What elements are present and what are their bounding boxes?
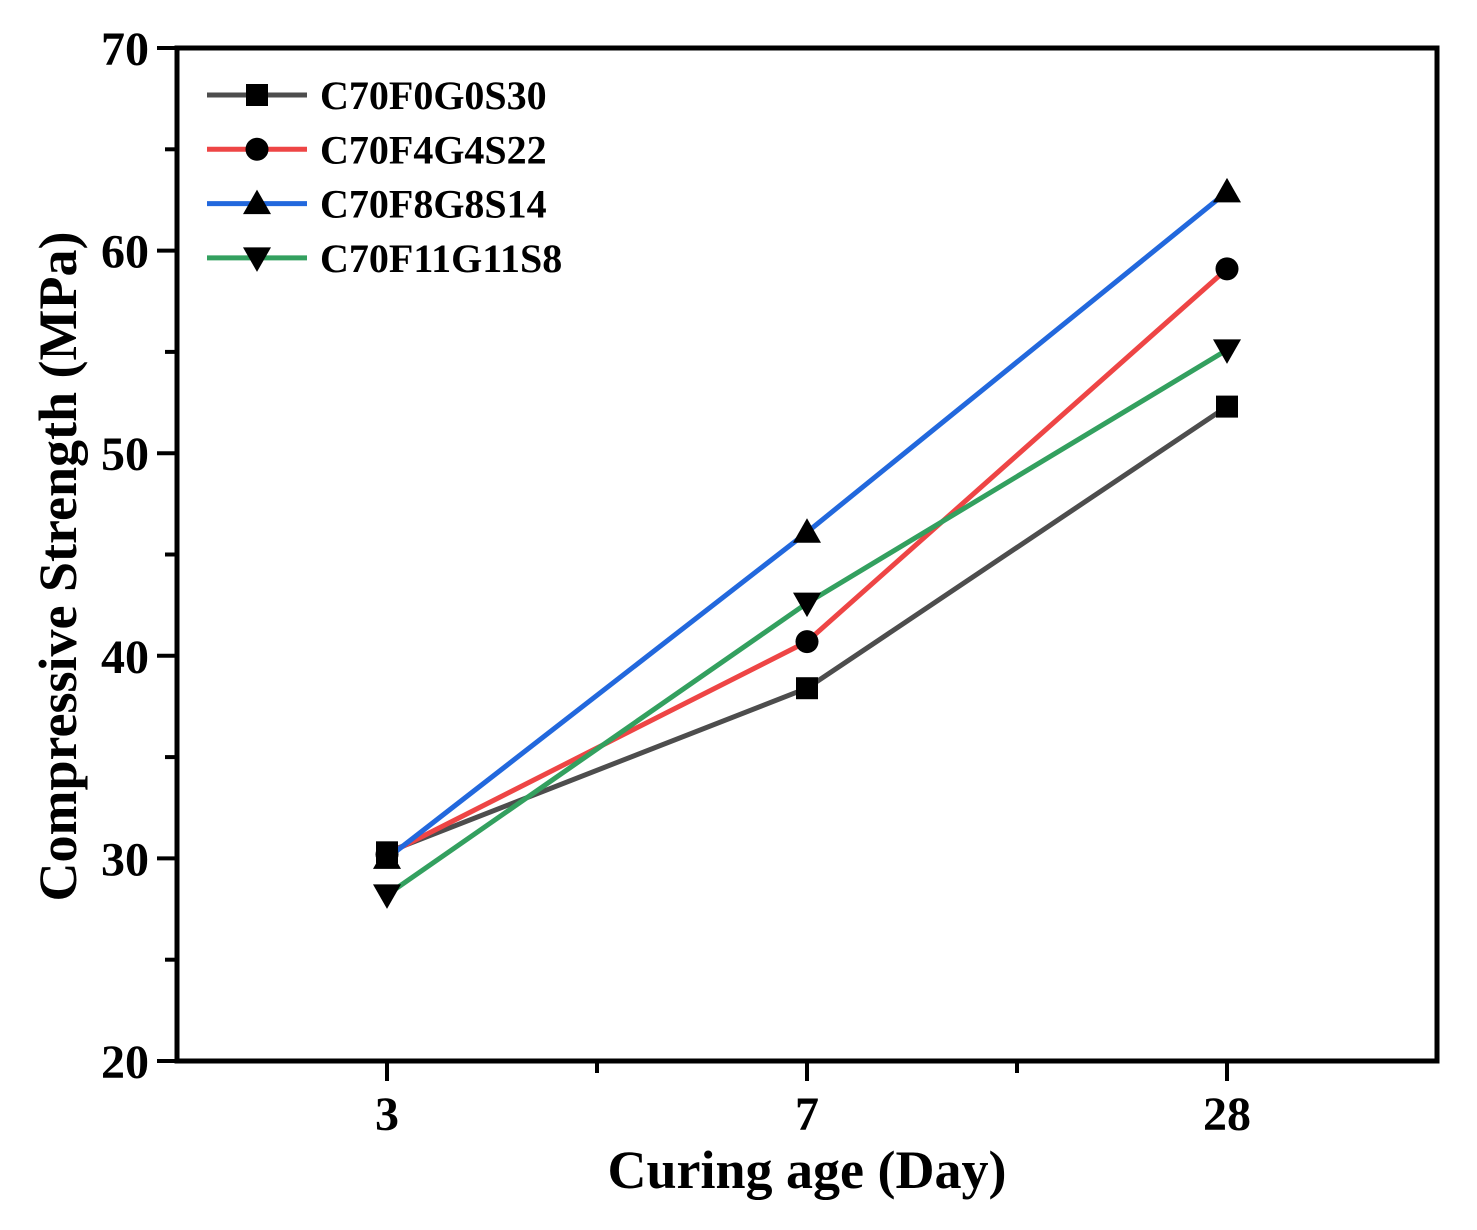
data-point-C70F8G8S14-day-3 — [373, 844, 401, 869]
data-point-C70F0G0S30-day-7 — [796, 677, 818, 700]
x-axis-tick-label: 28 — [1203, 1088, 1251, 1141]
data-point-C70F4G4S22-day-7 — [795, 630, 819, 654]
data-point-C70F8G8S14-day-7 — [793, 518, 821, 543]
legend-label-C70F11G11S8: C70F11G11S8 — [320, 236, 562, 281]
y-axis-tick-label: 50 — [101, 428, 149, 481]
y-axis-tick-label: 60 — [101, 226, 149, 279]
legend-label-C70F4G4S22: C70F4G4S22 — [320, 127, 547, 172]
data-point-C70F11G11S8-day-28 — [1213, 339, 1241, 364]
y-axis-title: Compressive Strength (MPa) — [28, 232, 88, 902]
data-point-C70F11G11S8-day-3 — [373, 884, 401, 909]
legend-marker-C70F8G8S14 — [243, 189, 271, 215]
legend-marker-C70F4G4S22 — [245, 137, 269, 161]
legend-marker-C70F0G0S30 — [246, 84, 268, 106]
x-axis-tick-label: 3 — [375, 1088, 399, 1141]
y-axis-tick-label: 40 — [101, 631, 149, 684]
data-point-C70F4G4S22-day-28 — [1215, 257, 1239, 281]
legend-marker-C70F11G11S8 — [243, 247, 271, 272]
data-point-C70F11G11S8-day-7 — [793, 592, 821, 618]
x-axis-title: Curing age (Day) — [608, 1140, 1007, 1200]
data-point-C70F8G8S14-day-28 — [1213, 177, 1241, 203]
legend-label-C70F8G8S14: C70F8G8S14 — [320, 182, 547, 227]
legend-label-C70F0G0S30: C70F0G0S30 — [320, 73, 547, 118]
data-point-C70F0G0S30-day-28 — [1216, 395, 1238, 418]
x-axis-tick-label: 7 — [795, 1088, 819, 1141]
y-axis-tick-label: 30 — [101, 833, 149, 886]
y-axis-tick-label: 70 — [101, 23, 149, 76]
y-axis-tick-label: 20 — [101, 1036, 149, 1089]
